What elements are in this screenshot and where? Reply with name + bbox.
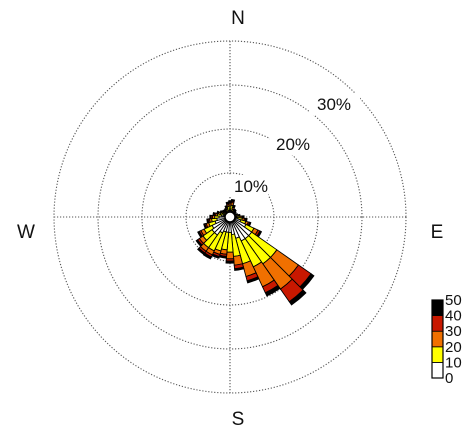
direction-label-east: E [431, 222, 444, 243]
legend-tick-50: 50 [445, 292, 462, 309]
center-hub-circle [224, 211, 236, 223]
petal-220-bin-4 [197, 247, 206, 256]
direction-label-west: W [17, 222, 35, 243]
petal-150-bin-4 [264, 284, 281, 297]
legend-frame [431, 299, 444, 379]
ring-label-20: 20% [276, 135, 310, 154]
legend-swatch-30-40 [431, 315, 444, 332]
direction-label-north: N [231, 8, 245, 29]
petal-10-bin-4 [230, 198, 236, 203]
petal-180-bin-2 [225, 251, 235, 260]
petal-140-bin-4 [288, 289, 307, 306]
legend-tick-0: 0 [445, 370, 453, 387]
petal-250-bin-4 [203, 223, 208, 230]
legend-swatch-40-50 [431, 299, 444, 317]
petal-230-bin-4 [195, 239, 203, 247]
petal-260-bin-4 [206, 218, 210, 224]
petal-270-bin-4 [209, 214, 212, 220]
grid-ring-30 [97, 84, 363, 350]
legend-swatch-20-30 [431, 330, 444, 348]
direction-label-south: S [232, 409, 245, 430]
petal-290-bin-4 [216, 210, 220, 215]
petal-40-bin-4 [233, 209, 237, 213]
legend-tick-30: 30 [445, 323, 462, 340]
petal-20-bin-4 [232, 204, 236, 208]
petal-280-bin-4 [212, 212, 216, 217]
legend-swatch-0-10 [431, 361, 444, 379]
ring-label-10: 10% [234, 177, 268, 196]
wind-petals [195, 198, 315, 306]
legend-swatch-10-20 [431, 346, 444, 363]
petal-50-bin-4 [234, 211, 237, 214]
ring-label-halo [228, 93, 360, 197]
legend-tick-40: 40 [445, 308, 462, 325]
center-hub [224, 211, 236, 223]
petal-160-bin-4 [246, 276, 260, 284]
petal-240-bin-4 [197, 230, 203, 239]
petal-300-bin-4 [219, 210, 223, 214]
legend-tick-20: 20 [445, 339, 462, 356]
ring-label-30: 30% [317, 95, 351, 114]
legend-tick-10: 10 [445, 354, 462, 371]
petal-350-bin-4 [225, 201, 230, 205]
petal-170-bin-4 [234, 266, 245, 271]
petal-180-bin-4 [225, 260, 235, 264]
